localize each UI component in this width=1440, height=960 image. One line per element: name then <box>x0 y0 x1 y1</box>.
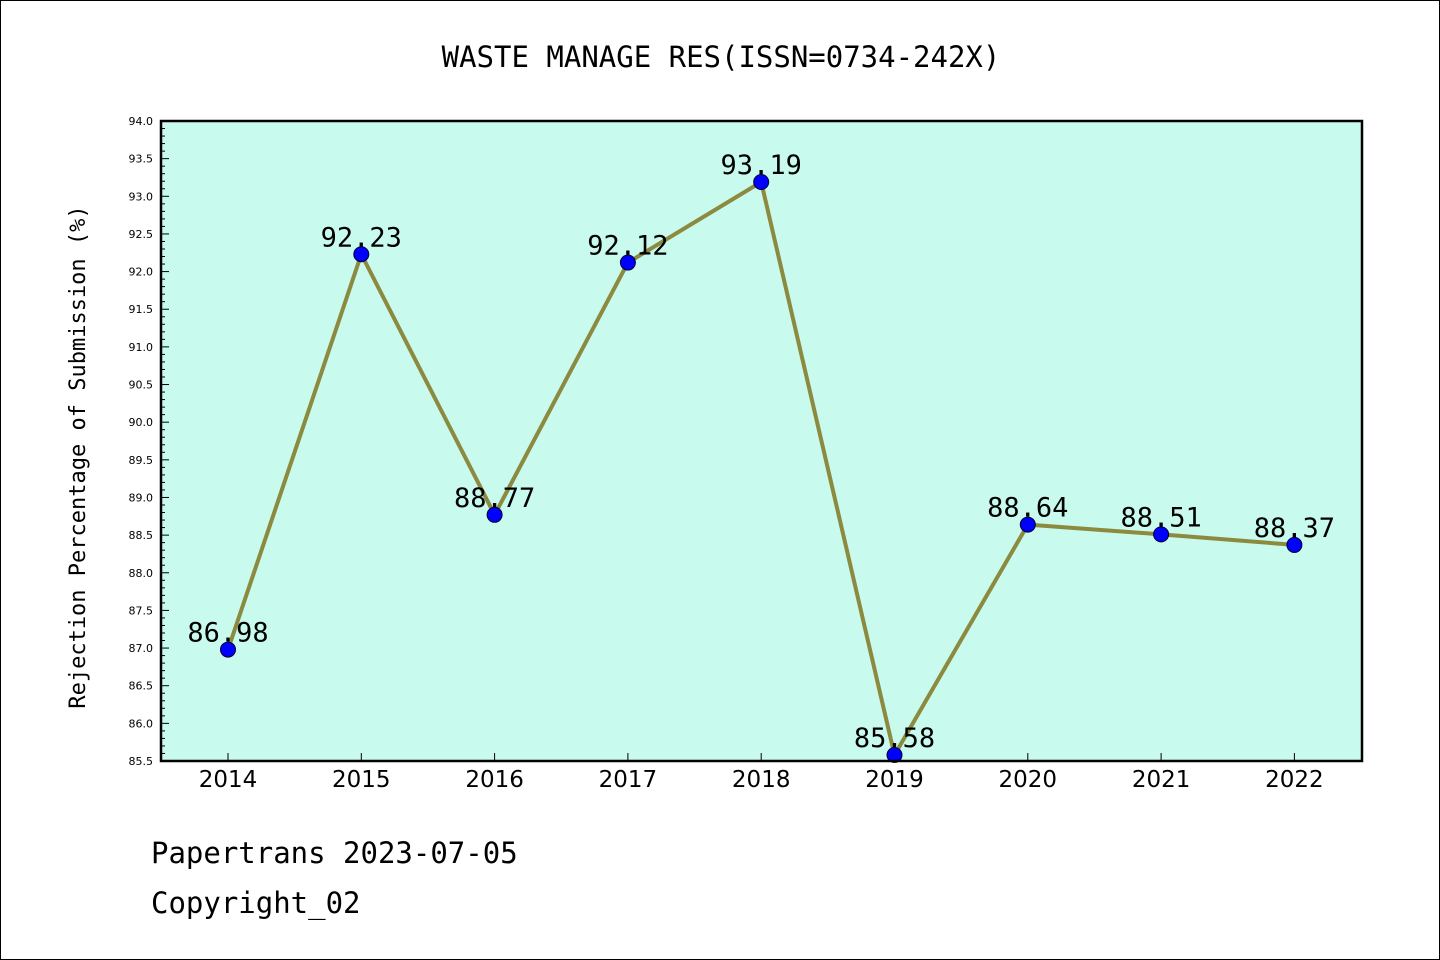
y-tick-label: 92.5 <box>129 228 154 241</box>
data-label: 86.98 <box>187 618 268 649</box>
footer-date: Papertrans 2023-07-05 <box>151 836 518 870</box>
x-tick-label: 2021 <box>1132 767 1191 793</box>
data-label: 88.64 <box>987 493 1068 524</box>
data-label: 88.77 <box>454 483 535 514</box>
x-tick-label: 2017 <box>599 767 658 793</box>
data-point <box>886 746 903 763</box>
y-tick-label: 90.0 <box>129 416 154 429</box>
plot-area <box>161 121 1362 761</box>
data-label: 85.58 <box>854 723 935 754</box>
data-point <box>220 641 236 658</box>
x-axis: 2014 2015 2016 2017 2018 2019 2020 2021 2022 <box>199 753 1324 793</box>
x-tick-label: 2022 <box>1265 767 1324 793</box>
y-tick-label: 92.0 <box>129 266 154 279</box>
x-tick-label: 2014 <box>199 767 258 793</box>
y-tick-label: 89.5 <box>129 454 154 467</box>
data-label: 88.37 <box>1254 513 1335 544</box>
data-label: 92.23 <box>321 222 402 253</box>
data-point <box>619 254 636 271</box>
data-labels: 86.98 92.23 88.77 92.12 93.19 85.58 88.64 88.51… <box>187 150 1335 754</box>
x-tick-label: 2015 <box>332 767 391 793</box>
y-tick-label: 88.5 <box>129 529 154 542</box>
x-tick-label: 2019 <box>865 767 924 793</box>
y-tick-label: 87.0 <box>129 642 154 655</box>
data-point <box>1286 536 1303 553</box>
y-tick-label: 90.5 <box>129 379 154 392</box>
series-markers <box>220 173 1303 763</box>
data-label: 88.51 <box>1120 502 1201 533</box>
y-tick-label: 93.5 <box>129 153 154 166</box>
y-tick-label: 89.0 <box>129 491 154 504</box>
x-tick-label: 2016 <box>465 767 524 793</box>
y-tick-label: 85.5 <box>129 755 154 768</box>
y-tick-label: 91.5 <box>129 303 154 316</box>
y-tick-label: 93.0 <box>129 190 154 203</box>
data-point <box>1019 516 1036 533</box>
y-tick-label: 91.0 <box>129 341 154 354</box>
x-tick-label: 2020 <box>999 767 1058 793</box>
y-tick-label: 86.5 <box>129 680 154 693</box>
plot-border <box>159 119 1364 763</box>
y-tick-label: 86.0 <box>129 717 154 730</box>
data-point <box>753 173 770 190</box>
data-point <box>353 246 370 263</box>
y-tick-label: 87.5 <box>129 604 154 617</box>
data-label: 93.19 <box>721 150 802 181</box>
y-tick-label: 88.0 <box>129 567 154 580</box>
footer-copyright: Copyright_02 <box>151 886 361 920</box>
y-axis-label: Rejection Percentage of Submission (%) <box>66 205 91 708</box>
data-point <box>486 506 503 523</box>
data-label: 92.12 <box>587 231 668 262</box>
x-tick-label: 2018 <box>732 767 791 793</box>
data-point <box>1153 526 1170 543</box>
chart-title: WASTE MANAGE RES(ISSN=0734-242X) <box>442 40 1001 74</box>
y-tick-label: 94.0 <box>129 115 154 128</box>
